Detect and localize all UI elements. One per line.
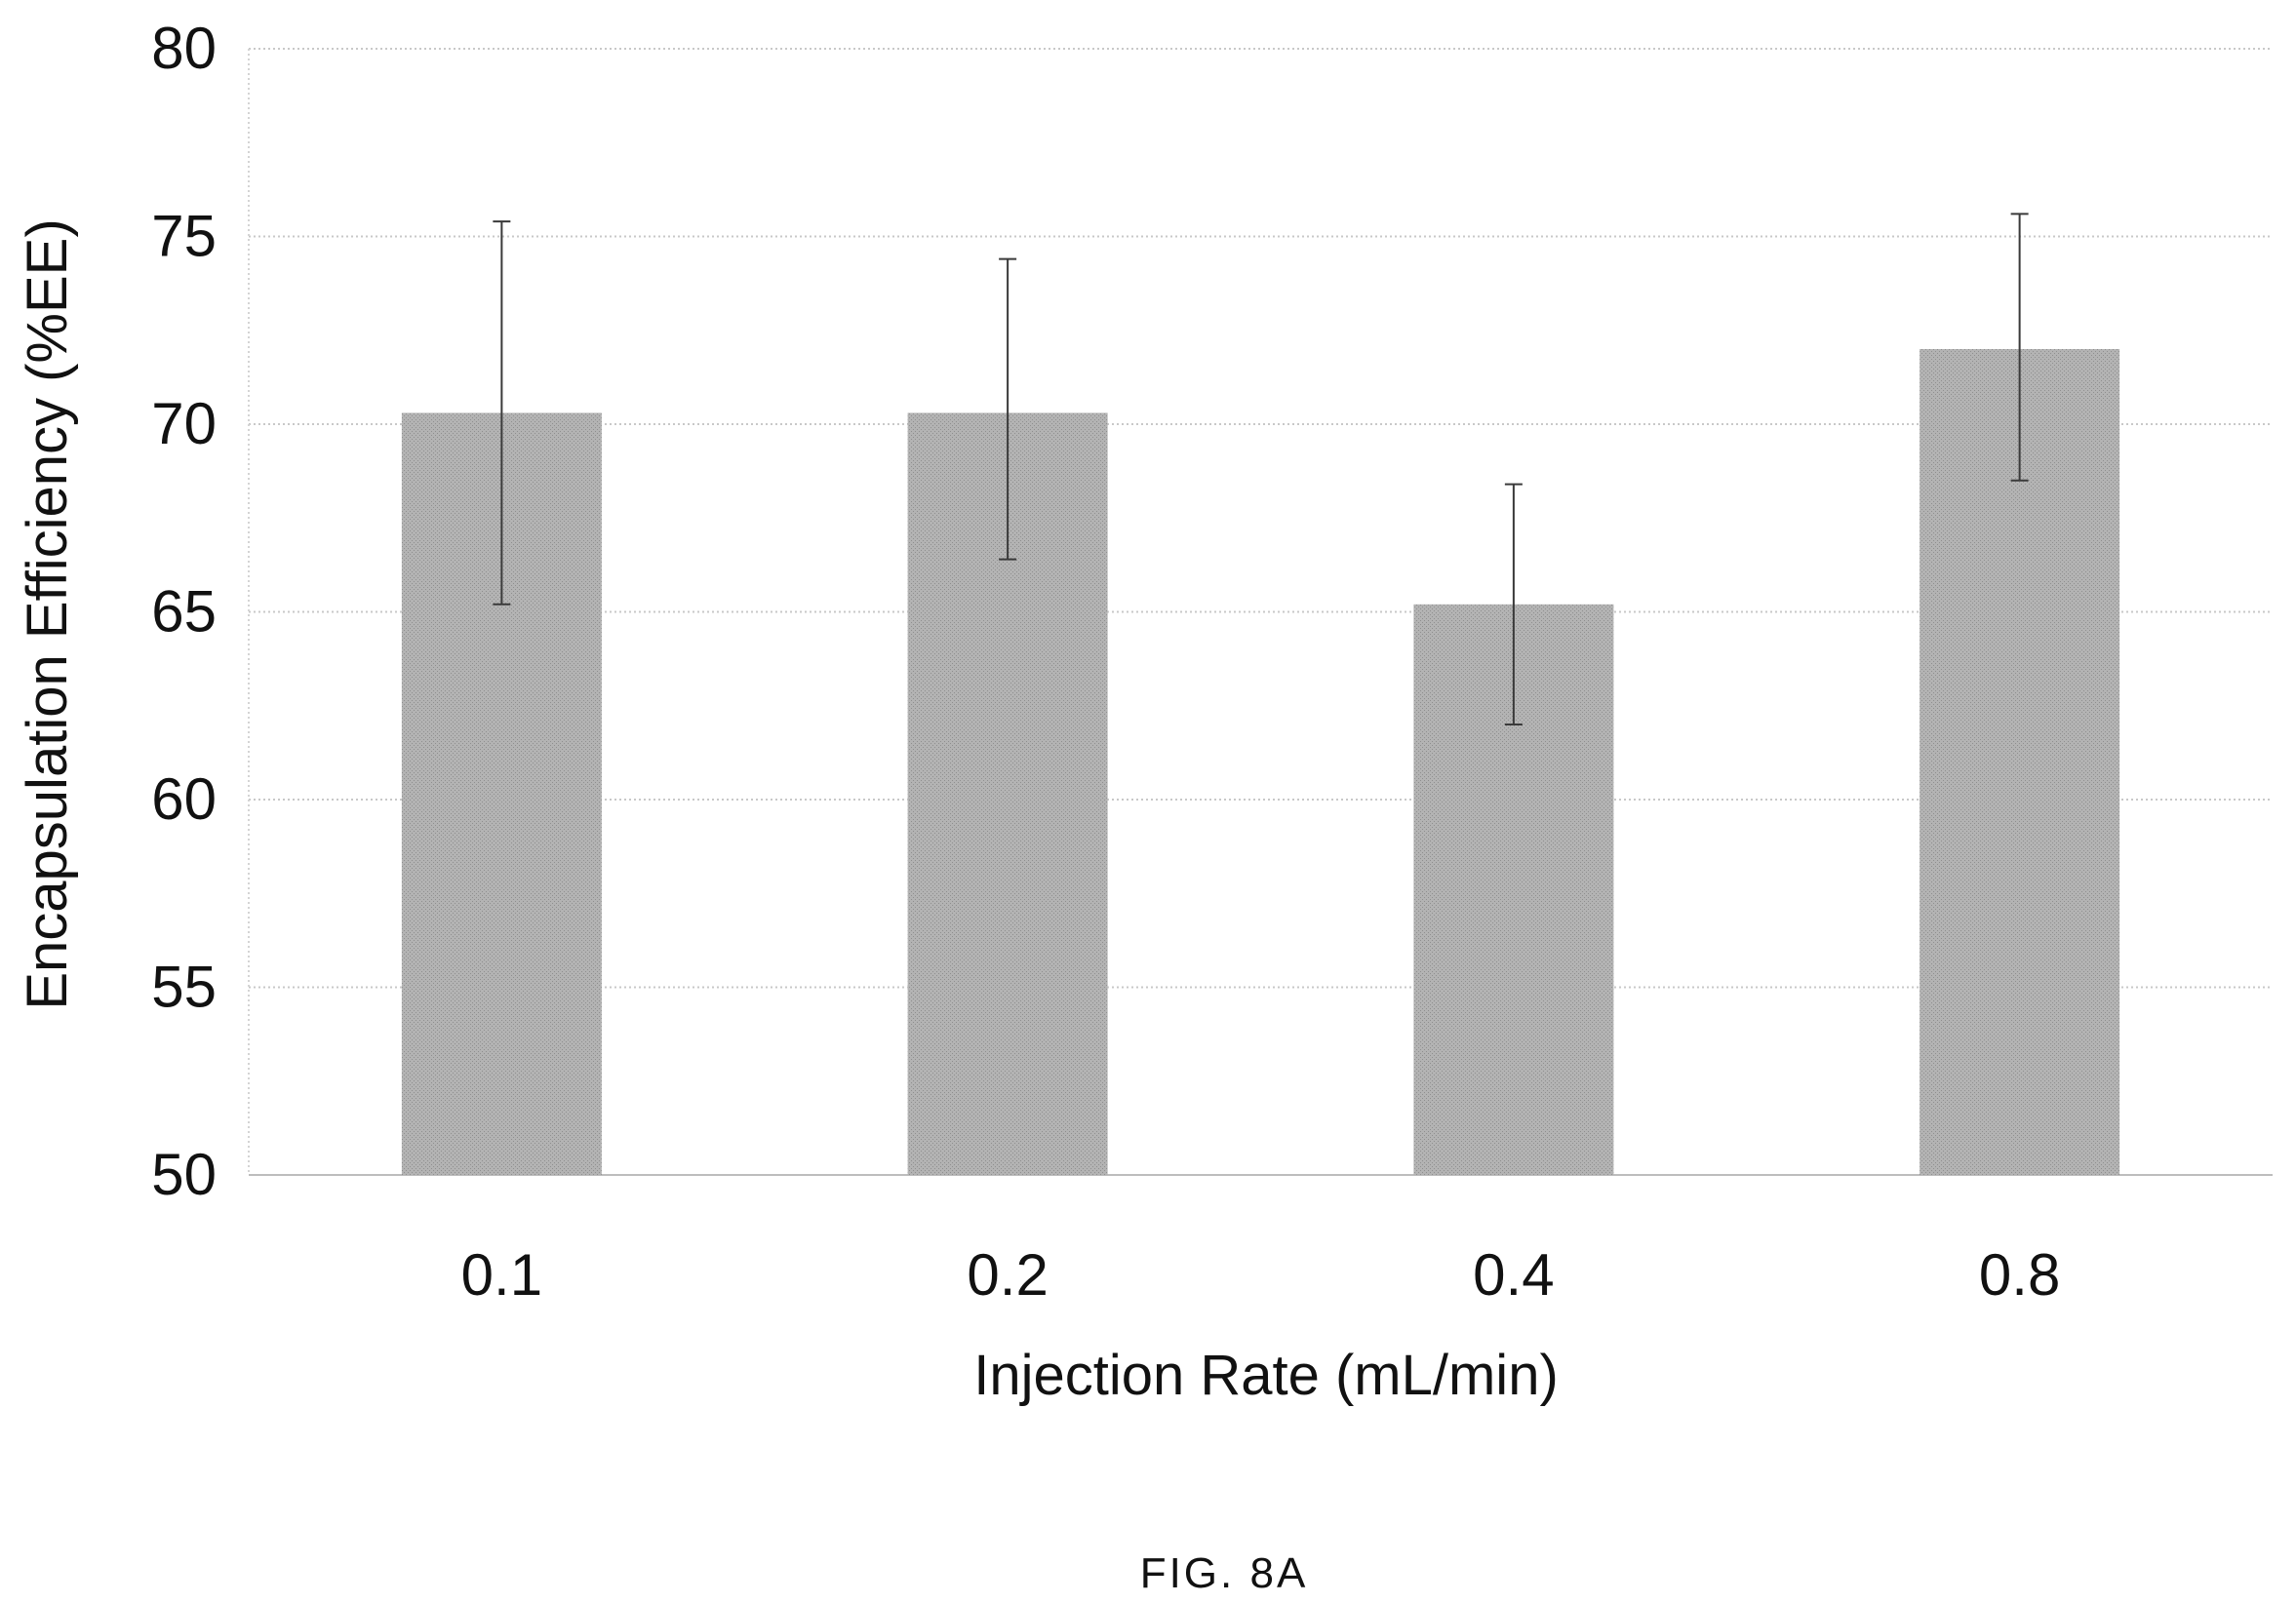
y-tick-label-65: 65 bbox=[151, 579, 217, 645]
y-tick-label-60: 60 bbox=[151, 766, 217, 832]
x-tick-label-0.2: 0.2 bbox=[967, 1242, 1048, 1308]
x-tick-label-0.8: 0.8 bbox=[1979, 1242, 2060, 1308]
x-axis-title: Injection Rate (mL/min) bbox=[973, 1344, 1559, 1407]
x-tick-labels: 0.1 0.2 0.4 0.8 bbox=[461, 1242, 2061, 1308]
y-tick-label-55: 55 bbox=[151, 955, 217, 1020]
x-tick-label-0.4: 0.4 bbox=[1473, 1242, 1554, 1308]
figure-caption: FIG. 8A bbox=[1140, 1549, 1309, 1597]
y-tick-label-80: 80 bbox=[151, 16, 217, 81]
error-bar-0.4 bbox=[1504, 483, 1523, 725]
y-tick-label-50: 50 bbox=[151, 1142, 217, 1207]
error-bars bbox=[493, 213, 2029, 725]
y-tick-labels: 50 55 60 65 70 75 80 bbox=[151, 16, 217, 1207]
y-tick-label-75: 75 bbox=[151, 204, 217, 269]
y-tick-label-70: 70 bbox=[151, 391, 217, 456]
bar-0.8 bbox=[1920, 349, 2120, 1175]
x-tick-label-0.1: 0.1 bbox=[461, 1242, 542, 1308]
error-bar-0.8 bbox=[2010, 213, 2029, 482]
bars bbox=[401, 349, 2120, 1175]
error-bar-0.2 bbox=[999, 257, 1017, 561]
error-bar-0.1 bbox=[493, 220, 511, 606]
y-axis-title: Encapsulation Efficiency (%EE) bbox=[16, 218, 79, 1009]
